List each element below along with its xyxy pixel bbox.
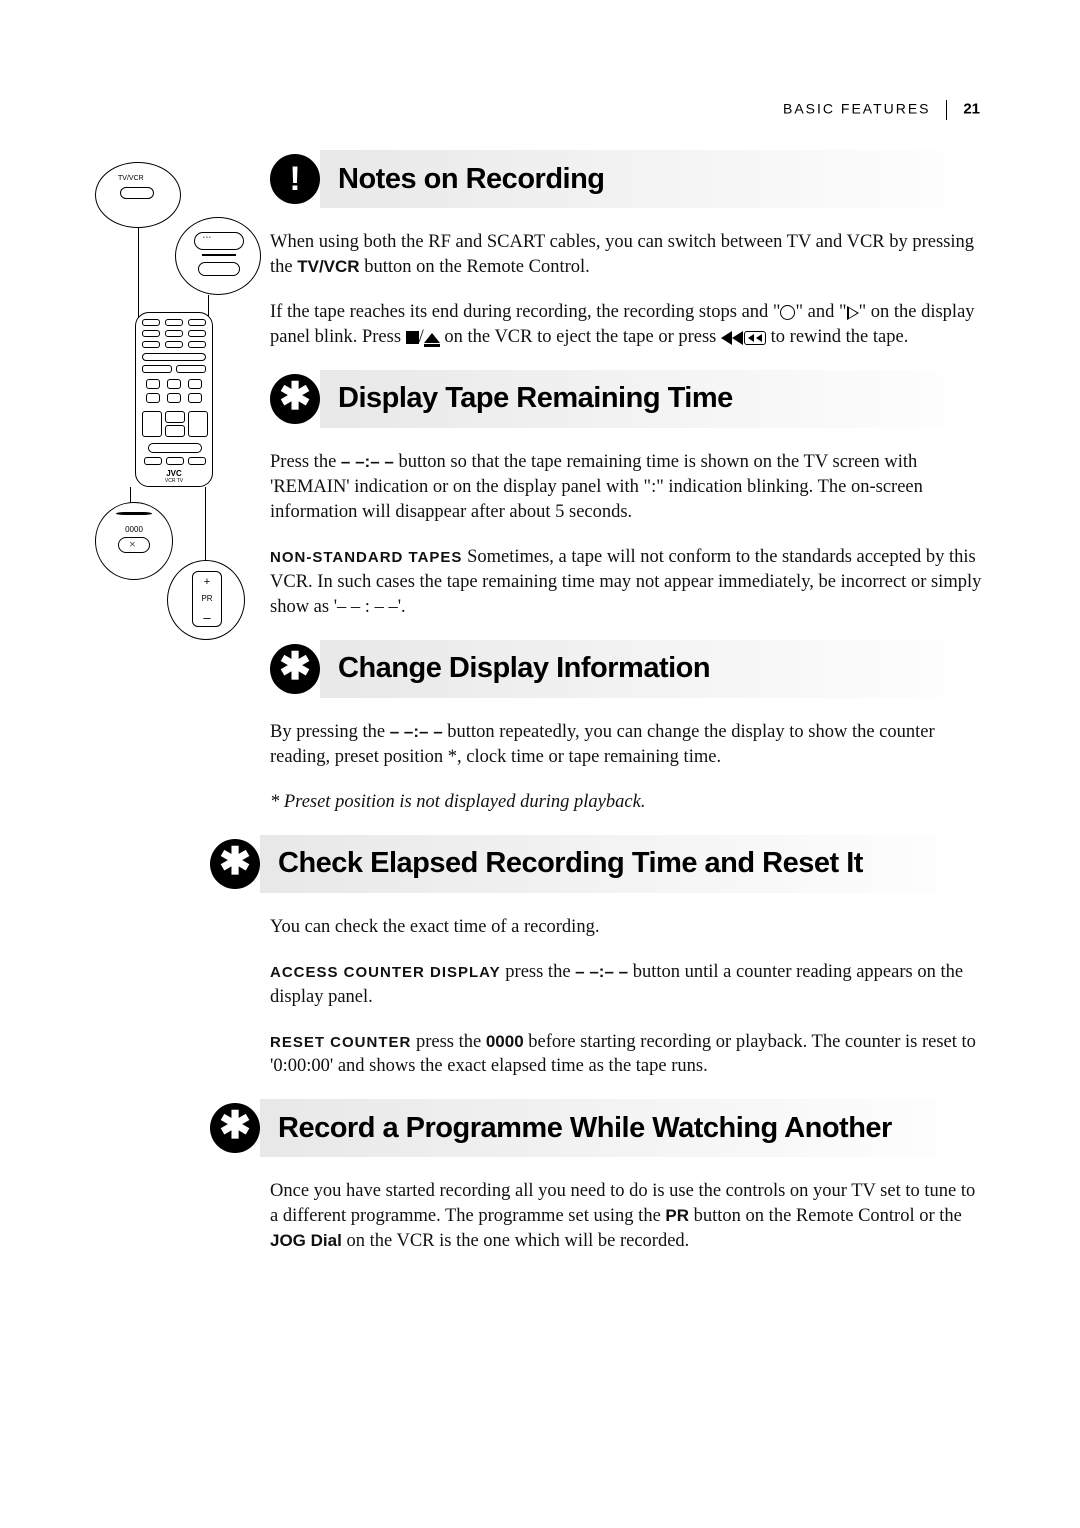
leadline-4 [205, 487, 206, 567]
stop-icon [406, 331, 419, 344]
section-header-recordwhile: ✱ Record a Programme While Watching Anot… [210, 1099, 985, 1157]
record-circle-icon [780, 305, 795, 320]
section-header-remaining: ✱ Display Tape Remaining Time [270, 370, 985, 428]
pr-plus: + [193, 576, 221, 588]
illustration-column: TV/VCR • • • [95, 150, 270, 682]
display-oval2 [198, 262, 240, 276]
header-divider [946, 100, 947, 120]
remote-small: VCR TV [136, 478, 212, 484]
bubble-counter: 0000 × [95, 502, 173, 580]
section-title: Display Tape Remaining Time [338, 382, 733, 415]
para-4-0: Once you have started recording all you … [270, 1179, 985, 1254]
badge-star-icon: ✱ [210, 1103, 260, 1153]
section-title: Check Elapsed Recording Time and Reset I… [278, 847, 863, 880]
para-0-0: When using both the RF and SCART cables,… [270, 230, 985, 280]
display-lines [202, 254, 236, 256]
para-1-0: Press the – –:– – button so that the tap… [270, 450, 985, 525]
bubble-tvvcr: TV/VCR [95, 162, 181, 228]
section-header-changedisplay: ✱ Change Display Information [270, 640, 985, 698]
badge-star-icon: ✱ [270, 374, 320, 424]
eject-icon [424, 333, 440, 343]
badge-star-icon: ✱ [210, 839, 260, 889]
pr-label: PR [193, 594, 221, 603]
section-title: Record a Programme While Watching Anothe… [278, 1112, 892, 1145]
para-3-1: ACCESS COUNTER DISPLAY press the – –:– –… [270, 960, 985, 1010]
section-header-notes: ! Notes on Recording [270, 150, 985, 208]
tvvcr-button-shape [120, 187, 154, 199]
section-title: Notes on Recording [338, 163, 605, 196]
pr-rocker: + PR – [192, 571, 222, 627]
bubble-pr: + PR – [167, 560, 245, 640]
page-header: BASIC FEATURES 21 [95, 100, 985, 120]
counter-x-button: × [118, 537, 150, 553]
para-2-0: By pressing the – –:– – button repeatedl… [270, 720, 985, 770]
badge-exclaim-icon: ! [270, 154, 320, 204]
remote-illustration: TV/VCR • • • [95, 162, 265, 682]
lower-text-column: ✱ Check Elapsed Recording Time and Reset… [270, 835, 985, 1255]
para-3-0: You can check the exact time of a record… [270, 915, 985, 940]
para-0-1: If the tape reaches its end during recor… [270, 300, 985, 350]
para-2-1: * Preset position is not displayed durin… [270, 790, 985, 815]
main-content-row: TV/VCR • • • [95, 150, 985, 835]
badge-star-icon: ✱ [270, 644, 320, 694]
remote-body: JVC VCR TV [135, 312, 213, 487]
section-label: BASIC FEATURES [783, 101, 931, 117]
remote-brand: JVC [136, 469, 212, 478]
section-title: Change Display Information [338, 652, 710, 685]
section-header-elapsed: ✱ Check Elapsed Recording Time and Reset… [210, 835, 985, 893]
pr-minus: – [193, 610, 221, 625]
leadline-1 [138, 228, 139, 328]
bubble-counter-label: 0000 [96, 525, 172, 534]
para-3-2: RESET COUNTER press the 0000 before star… [270, 1030, 985, 1080]
bubble-display: • • • [175, 217, 261, 295]
display-oval: • • • [194, 232, 244, 250]
play-outline-icon [847, 306, 859, 320]
rewind-icon-group [721, 327, 766, 347]
text-column: ! Notes on Recording When using both the… [270, 150, 985, 835]
bubble-tvvcr-label: TV/VCR [118, 175, 144, 182]
para-1-1: NON-STANDARD TAPES Sometimes, a tape wil… [270, 545, 985, 620]
page-number: 21 [963, 101, 980, 118]
